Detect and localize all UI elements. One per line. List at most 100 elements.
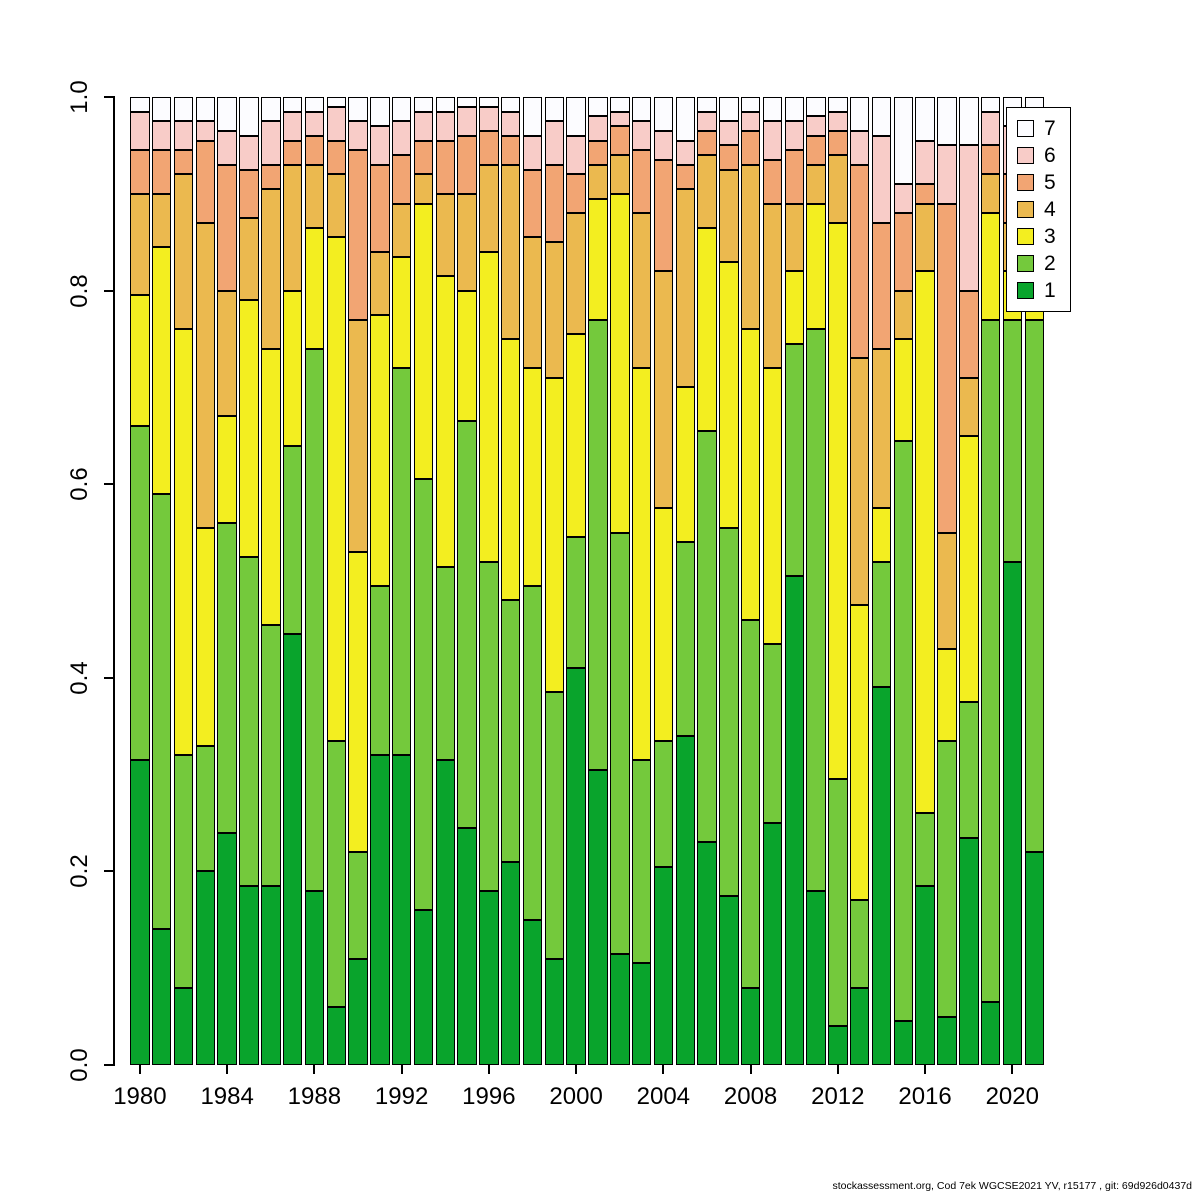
y-tick [104, 289, 113, 292]
bar-2000-age-3-segment [566, 334, 586, 538]
bar-1992-age-2-segment [391, 368, 412, 756]
bar-2011-age-4-segment [806, 164, 826, 204]
bar-2018-age-1-segment [959, 837, 979, 1065]
bar-1986 [261, 97, 281, 1065]
bar-2006-age-7-segment [697, 97, 717, 112]
bar-2015-age-2-segment [893, 440, 914, 1022]
bar-2003-age-1-segment [631, 963, 652, 1065]
bar-2013-age-2-segment [850, 900, 870, 988]
bar-2017-age-5-segment [937, 203, 957, 533]
bar-2019-age-5-segment [980, 145, 1001, 175]
bar-2018-age-3-segment [959, 435, 979, 703]
bar-1997-age-3-segment [501, 339, 521, 601]
bar-1989 [326, 97, 346, 1065]
x-tick-label: 1980 [113, 1083, 167, 1110]
bar-2016 [915, 97, 935, 1065]
bar-1989-age-4-segment [326, 174, 346, 238]
bar-2003 [631, 97, 652, 1065]
bar-2003-age-2-segment [631, 760, 652, 964]
bar-1986-age-5-segment [261, 164, 281, 189]
bar-1994-age-2-segment [435, 566, 455, 761]
bar-1986-age-1-segment [261, 885, 281, 1065]
x-tick-label: 1984 [200, 1083, 254, 1110]
bar-2001-age-6-segment [588, 116, 608, 141]
bar-2000-age-6-segment [566, 135, 586, 175]
bar-2008 [740, 97, 761, 1065]
bar-1999-age-3-segment [544, 377, 565, 693]
bar-1997-age-4-segment [501, 164, 521, 340]
bar-1981-age-5-segment [152, 150, 172, 194]
legend: 7 6 5 4 3 2 1 [1006, 107, 1071, 312]
x-tick-label: 1988 [287, 1083, 342, 1110]
bar-2001 [588, 97, 608, 1065]
bar-2017-age-3-segment [937, 648, 957, 741]
bar-2017-age-6-segment [937, 145, 957, 204]
bar-1998 [522, 97, 543, 1065]
bar-2016-age-3-segment [915, 271, 935, 814]
y-tick [104, 870, 113, 873]
bar-1995-age-4-segment [457, 193, 477, 291]
bar-2007 [719, 97, 739, 1065]
bar-1989-age-5-segment [326, 140, 346, 175]
bar-1987-age-4-segment [282, 164, 303, 291]
legend-swatch-age-4 [1017, 201, 1034, 218]
bar-2017-age-7-segment [937, 97, 957, 146]
bar-1980-age-4-segment [130, 193, 150, 296]
bar-1991-age-6-segment [370, 126, 390, 165]
bar-2015-age-4-segment [893, 290, 914, 340]
bar-1981-age-4-segment [152, 193, 172, 248]
bar-2005 [675, 97, 695, 1065]
bar-1983-age-4-segment [195, 222, 216, 528]
bar-2021-age-2-segment [1024, 319, 1044, 853]
bar-1987-age-6-segment [282, 111, 303, 141]
bar-1997 [501, 97, 521, 1065]
bar-2014-age-6-segment [871, 135, 892, 223]
x-tick-label: 1996 [462, 1083, 516, 1110]
x-tick [924, 1065, 927, 1074]
bar-1985-age-1-segment [239, 885, 259, 1065]
bar-1985-age-3-segment [239, 300, 259, 557]
bar-2002-age-1-segment [610, 953, 630, 1065]
bar-1998-age-6-segment [522, 135, 543, 170]
bar-1985-age-5-segment [239, 169, 259, 219]
bar-1988-age-2-segment [304, 348, 325, 891]
bar-2019-age-2-segment [980, 319, 1001, 1003]
y-axis-line [113, 96, 115, 1066]
bar-2015-age-3-segment [893, 339, 914, 441]
bar-2013 [850, 97, 870, 1065]
bar-1988-age-7-segment [304, 97, 325, 112]
bar-2013-age-7-segment [850, 97, 870, 131]
bar-1993-age-4-segment [413, 174, 434, 204]
bar-2005-age-3-segment [675, 387, 695, 543]
legend-entry-age-4: 4 [1017, 196, 1056, 223]
bar-2015-age-5-segment [893, 213, 914, 291]
bar-1982-age-3-segment [173, 329, 194, 756]
bar-1990-age-6-segment [348, 121, 368, 151]
bar-2007-age-3-segment [719, 261, 739, 528]
x-tick [1011, 1065, 1014, 1074]
bar-1998-age-7-segment [522, 97, 543, 136]
bar-1991-age-7-segment [370, 97, 390, 127]
bar-1992-age-7-segment [391, 97, 412, 122]
bar-1996-age-3-segment [479, 251, 499, 562]
bar-2017-age-1-segment [937, 1016, 957, 1065]
bar-1983 [195, 97, 216, 1065]
bar-2009-age-5-segment [762, 159, 783, 204]
bar-1982-age-1-segment [173, 987, 194, 1065]
bar-2021-age-1-segment [1024, 852, 1044, 1065]
bar-2016-age-2-segment [915, 813, 935, 886]
bar-2020-age-2-segment [1002, 319, 1023, 562]
bar-2006-age-1-segment [697, 842, 717, 1065]
bar-1995-age-3-segment [457, 290, 477, 422]
bar-1988 [304, 97, 325, 1065]
bar-2000-age-5-segment [566, 174, 586, 214]
bar-1984-age-6-segment [217, 130, 237, 165]
bar-1990 [348, 97, 368, 1065]
bar-2001-age-5-segment [588, 140, 608, 165]
bar-2016-age-6-segment [915, 140, 935, 185]
bar-2014 [871, 97, 892, 1065]
legend-entry-age-6: 6 [1017, 142, 1056, 169]
bar-2000 [566, 97, 586, 1065]
legend-swatch-age-1 [1017, 282, 1034, 299]
y-tick-label: 0.6 [66, 467, 93, 501]
